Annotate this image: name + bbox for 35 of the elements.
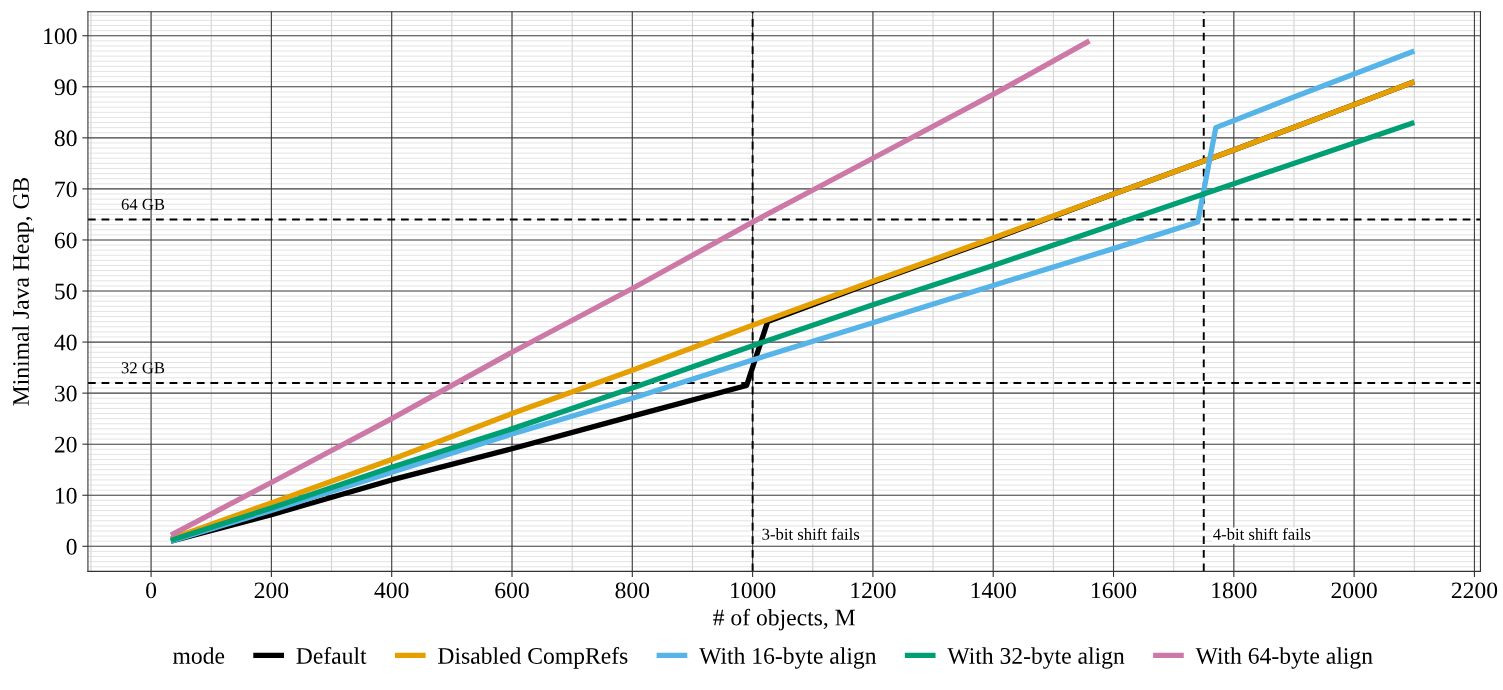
y-tick-label: 40 <box>54 334 77 351</box>
ref-line-label: 3-bit shift fails <box>762 527 860 540</box>
ref-line-label: 32 GB <box>121 362 165 374</box>
y-tick-label: 0 <box>66 538 77 555</box>
y-tick-label: 80 <box>54 130 77 147</box>
x-tick-label: 200 <box>254 582 289 599</box>
x-tick-label: 2200 <box>1451 582 1498 599</box>
x-tick-label: 0 <box>146 582 157 599</box>
x-tick-label: 1000 <box>731 582 776 599</box>
x-tick-label: 1200 <box>851 582 896 599</box>
y-tick-label: 20 <box>54 436 77 453</box>
x-tick-label: 600 <box>495 582 529 599</box>
legend-label: Default <box>296 647 367 664</box>
legend-label: Disabled CompRefs <box>438 647 628 669</box>
y-tick-label: 60 <box>54 232 77 249</box>
y-axis-title: Minimal Java Heap, GB <box>12 177 34 406</box>
y-tick-label: 100 <box>44 28 77 45</box>
ref-line-label: 4-bit shift fails <box>1213 527 1311 540</box>
legend-title: mode <box>173 647 225 664</box>
y-tick-label: 30 <box>55 385 77 402</box>
legend-label: With 32-byte align <box>947 647 1125 669</box>
x-tick-label: 1600 <box>1091 582 1137 599</box>
x-axis-title: # of objects, M <box>713 608 855 631</box>
x-tick-label: 1400 <box>971 582 1016 599</box>
x-tick-label: 800 <box>615 582 650 599</box>
x-tick-label: 2000 <box>1331 582 1377 599</box>
x-tick-label: 1800 <box>1212 582 1257 599</box>
y-tick-label: 10 <box>55 487 77 504</box>
ref-line-label: 64 GB <box>121 198 165 211</box>
x-tick-label: 400 <box>374 582 409 599</box>
legend-label: With 64-byte align <box>1195 647 1373 669</box>
legend-label: With 16-byte align <box>699 647 877 669</box>
y-tick-label: 70 <box>55 181 77 198</box>
y-tick-label: 50 <box>55 283 77 300</box>
y-tick-label: 90 <box>54 79 77 96</box>
